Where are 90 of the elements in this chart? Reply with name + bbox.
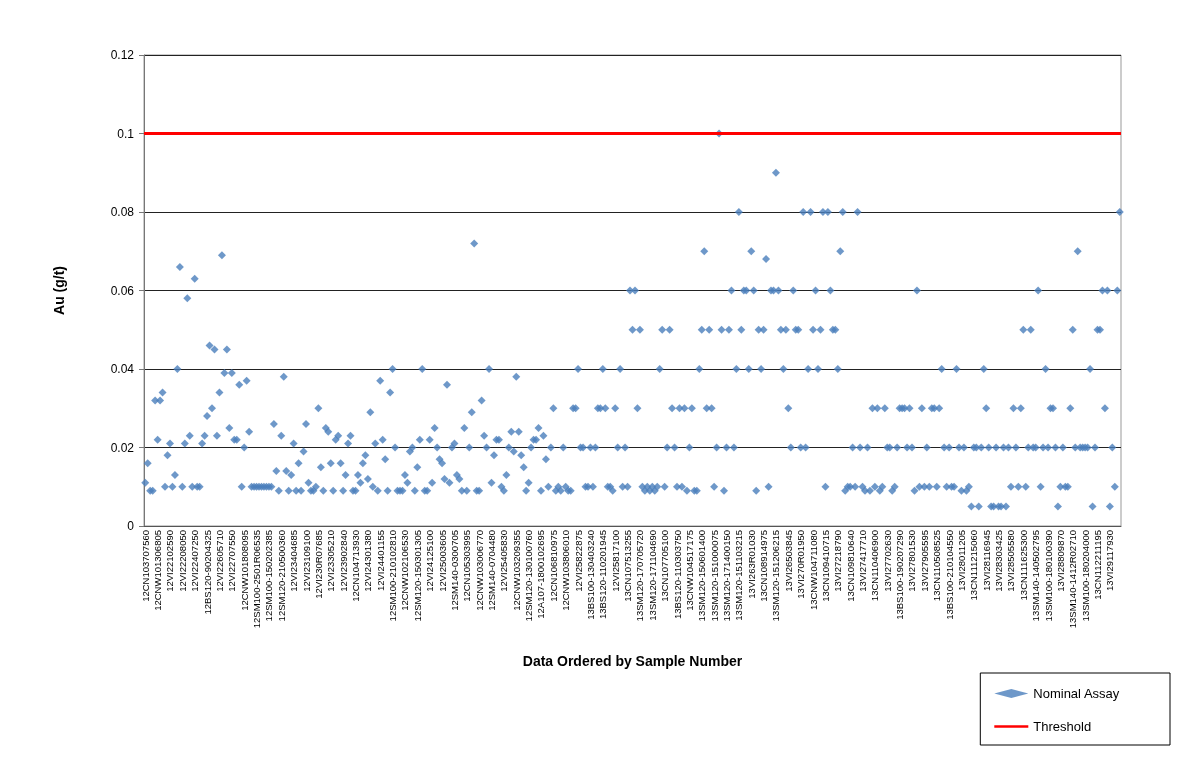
x-tick-label: 12SM120-150301305 bbox=[411, 530, 423, 622]
x-tick-label: 12CNW103209355 bbox=[510, 530, 522, 611]
y-tick-label: 0.04 bbox=[110, 362, 135, 376]
x-tick-label: 13BS100-210104550 bbox=[943, 530, 955, 620]
x-tick-label: 13SM100-180204000 bbox=[1079, 530, 1091, 622]
x-tick-label: 13CNW104711080 bbox=[807, 530, 819, 611]
x-tick-label: 13BS100-130403240 bbox=[584, 530, 596, 620]
x-tick-label: 12VI24301380 bbox=[362, 530, 374, 592]
x-tick-label: 13VI27905595 bbox=[918, 530, 930, 592]
x-tick-label: 13SM120-151000075 bbox=[708, 530, 720, 622]
x-tick-label: 12CN105303995 bbox=[461, 530, 473, 602]
x-tick-label: 12VI22208050 bbox=[176, 530, 188, 592]
x-tick-label: 13VI28116945 bbox=[980, 530, 992, 592]
x-tick-label: 13VI27702630 bbox=[881, 530, 893, 592]
x-tick-label: 13CN112211195 bbox=[1092, 530, 1103, 600]
y-tick-label: 0.06 bbox=[110, 283, 135, 298]
x-tick-label: 13CN110508525 bbox=[931, 530, 943, 602]
x-tick-label: 13VI27801530 bbox=[906, 530, 918, 592]
x-tick-label: 12SM140-0300705 bbox=[448, 530, 460, 611]
x-tick-label: 12CNW103806010 bbox=[560, 530, 572, 611]
x-tick-label: 12SM120-210500360 bbox=[275, 530, 287, 622]
x-tick-label: 12BS120-90204325 bbox=[201, 530, 213, 615]
x-tick-label: 12CN104713930 bbox=[349, 530, 361, 602]
x-tick-label: 12VI23305210 bbox=[325, 530, 337, 592]
x-tick-label: 12VI23404685 bbox=[288, 530, 300, 592]
x-tick-label: 13VI28303425 bbox=[993, 530, 1005, 592]
x-tick-label: 13VI28809870 bbox=[1054, 530, 1066, 592]
x-tick-label: 13VI28011205 bbox=[955, 530, 967, 592]
x-tick-label: 12VI24401155 bbox=[374, 530, 386, 592]
x-tick-label: 13SM120-170705720 bbox=[634, 530, 646, 622]
x-tick-label: 12VI23109100 bbox=[300, 530, 312, 592]
x-tick-label: 12VI24125100 bbox=[424, 530, 436, 592]
x-tick-label: 12CNW103006770 bbox=[473, 530, 485, 611]
x-tick-label: 13CN111215060 bbox=[968, 530, 980, 601]
x-tick-label: 12SM100-150202385 bbox=[263, 530, 275, 622]
x-axis-title: Data Ordered by Sample Number bbox=[522, 653, 743, 669]
x-tick-label: 12SM100-210102810 bbox=[387, 530, 399, 622]
legend-label: Nominal Assay bbox=[1033, 686, 1120, 701]
x-tick-label: 12VI22102590 bbox=[164, 530, 176, 592]
x-tick-label: 12SM140-0704480 bbox=[486, 530, 498, 611]
y-tick-label: 0.08 bbox=[110, 205, 135, 219]
x-tick-label: 12VI230R07685 bbox=[312, 530, 324, 599]
x-tick-label: 12VI25822875 bbox=[572, 530, 584, 592]
x-tick-label: 13SM120-171400150 bbox=[720, 530, 732, 622]
x-tick-label: 12A107-1800102695 bbox=[535, 530, 547, 619]
x-tick-label: 13VI28505580 bbox=[1005, 530, 1017, 592]
legend-label: Threshold bbox=[1033, 719, 1092, 734]
x-tick-label: 12VI25003605 bbox=[436, 530, 448, 592]
x-tick-label: 13CN109410715 bbox=[819, 530, 831, 602]
x-tick-label: 13VI270R01950 bbox=[795, 530, 807, 599]
x-tick-label: 13CN110406900 bbox=[869, 530, 881, 602]
x-tick-label: 13VI26503845 bbox=[782, 530, 794, 592]
y-tick-label: 0.1 bbox=[117, 126, 135, 141]
x-tick-label: 12VI25817100 bbox=[609, 530, 621, 592]
x-tick-label: 12SM100-2501R06535 bbox=[251, 530, 263, 629]
x-tick-label: 13VI27417710 bbox=[857, 530, 869, 592]
x-tick-label: 13CN111625300 bbox=[1017, 530, 1029, 601]
x-tick-label: 12SM120-130100760 bbox=[523, 530, 535, 622]
x-tick-label: 12VI22707550 bbox=[226, 530, 238, 592]
x-tick-label: 13VI27218790 bbox=[832, 530, 844, 592]
x-tick-label: 13SM120-151103215 bbox=[733, 530, 745, 621]
x-tick-label: 12VI23902840 bbox=[337, 530, 349, 592]
y-tick-label: 0 bbox=[127, 519, 135, 533]
x-tick-label: 13SM140-1412R02710 bbox=[1067, 530, 1079, 629]
x-tick-label: 13SM120-171104690 bbox=[646, 530, 658, 621]
x-tick-label: 13CN108914975 bbox=[758, 530, 770, 602]
x-tick-label: 12CN103707560 bbox=[139, 530, 151, 602]
x-tick-label: 12CNW102106530 bbox=[399, 530, 411, 611]
x-tick-label: 12CN106810975 bbox=[547, 530, 559, 602]
x-tick-label: 13BS120-110303750 bbox=[671, 530, 683, 620]
x-tick-label: 13VI263R01030 bbox=[745, 530, 757, 599]
x-tick-label: 13CN109810640 bbox=[844, 530, 856, 602]
x-tick-label: 13SM120-151206215 bbox=[770, 530, 782, 622]
y-tick-label: 0.12 bbox=[110, 48, 135, 62]
x-tick-label: 13SM100-180100390 bbox=[1042, 530, 1054, 622]
x-tick-label: 12CNW101808095 bbox=[238, 530, 250, 611]
y-axis-title: Au (g/t) bbox=[51, 266, 67, 315]
x-tick-label: 13CN107513255 bbox=[622, 530, 634, 602]
x-tick-label: 13CNW104517175 bbox=[683, 530, 695, 611]
x-tick-label: 13SM120-150601400 bbox=[696, 530, 708, 622]
x-tick-label: 13SM140-140502795 bbox=[1030, 530, 1042, 622]
x-tick-label: 12VI22605710 bbox=[213, 530, 225, 592]
x-tick-label: 13CN107705100 bbox=[659, 530, 671, 602]
y-tick-label: 0.02 bbox=[110, 440, 135, 455]
x-tick-label: 12VI25405830 bbox=[498, 530, 510, 592]
x-tick-label: 13BS120-110201945 bbox=[597, 530, 609, 620]
x-tick-label: 12VI22407250 bbox=[189, 530, 201, 592]
x-tick-label: 13VI29117930 bbox=[1104, 530, 1116, 592]
x-tick-label: 13BS100-190207290 bbox=[894, 530, 906, 620]
x-tick-label: 12CNW101306805 bbox=[152, 530, 164, 611]
